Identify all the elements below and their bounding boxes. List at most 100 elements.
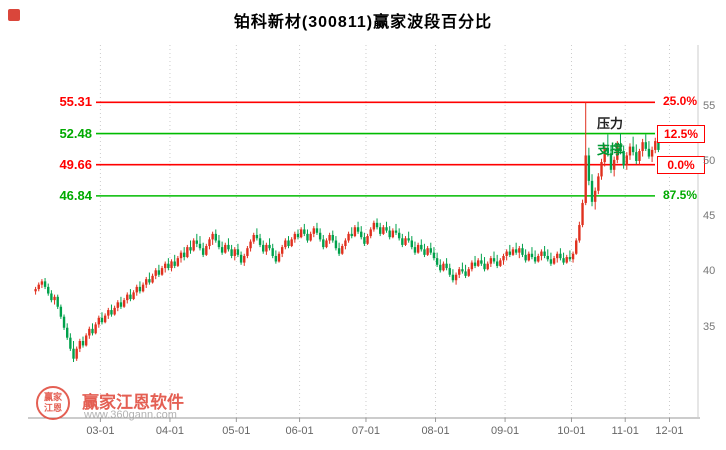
candle-body [540,251,543,256]
candle-body [356,227,360,232]
x-axis-month-label: 10-01 [557,425,586,437]
candle-body [262,244,265,252]
chart-title: 铂科新材(300811)赢家波段百分比 [233,14,493,31]
support-annotation: 支撑 [597,141,624,157]
candle-body [268,244,271,249]
candle-body [416,244,420,253]
candle-body [265,244,268,252]
candle-body [192,240,195,251]
x-axis-month-label: 12-01 [655,425,684,437]
candle-body [205,246,208,255]
candle-body [397,232,401,239]
candle-body [435,258,439,265]
candle-body [518,248,521,253]
candle-body [214,233,217,241]
candle-body [423,249,426,255]
candle-body [132,292,135,300]
candle-body [176,258,180,266]
candle-body [306,233,309,241]
candle-body [622,151,625,166]
candle-body [97,317,101,325]
candle-body [578,225,581,241]
candle-body [521,248,524,255]
candle-body [552,258,556,264]
candle-body [650,149,654,157]
candle-body [625,155,628,166]
x-axis-month-label: 07-01 [351,425,381,437]
candle-body [369,229,372,237]
candle-body [287,240,290,247]
candle-body [530,253,534,258]
candle-body [296,233,300,238]
candle-body [315,228,319,233]
candle-body [198,243,202,249]
candle-body [483,263,486,270]
candle-body [429,248,432,253]
candle-body [347,233,350,241]
candle-body [458,269,461,275]
candle-body [239,254,243,263]
candle-body [122,300,126,307]
candle-body [619,144,622,152]
candle-body [508,251,512,255]
candle-body [189,247,192,251]
level-percent-label: 12.5% [657,124,705,143]
candle-body [43,281,47,287]
candle-body [179,252,183,259]
watermark-brand: 赢家江恩软件 [82,393,184,412]
level-price-label: 46.84 [59,187,92,203]
candle-body [160,268,164,275]
candle-body [337,248,341,254]
candle-body [107,310,110,316]
candle-body [464,271,467,276]
candle-body [224,244,227,253]
candle-body [388,230,391,238]
candle-body [208,239,211,247]
candle-body [511,249,515,255]
candle-body [590,180,594,202]
candle-body [363,237,366,244]
candle-body [473,262,477,266]
candle-body [69,337,72,349]
candle-body [284,240,287,248]
candle-body [236,249,240,255]
candle-body [91,328,94,334]
candle-body [186,247,189,258]
candle-body [94,324,97,334]
x-axis-month-label: 05-01 [222,425,251,437]
candle-body [382,227,385,234]
candle-body [195,240,199,244]
x-axis-month-label: 03-01 [86,425,115,437]
candle-body [489,258,493,264]
y-axis-tick-label: 50 [703,154,716,167]
watermark-url: www.360gann.com [84,409,177,421]
candle-body [138,286,142,292]
candle-body [84,335,88,346]
candle-body [657,141,660,150]
candle-body [609,153,613,170]
candle-body [88,328,91,336]
app-logo-mark [8,9,20,21]
candle-body [145,279,148,285]
candle-body [151,275,154,283]
candle-body [470,262,474,270]
candle-body [113,307,116,315]
candle-body [486,263,489,270]
candle-body [413,247,417,253]
candle-body [334,240,338,249]
candle-body [277,253,281,262]
candle-body [81,341,85,346]
candle-body [157,270,161,275]
candle-body [454,274,458,281]
candle-body [66,327,69,338]
candle-body [103,315,107,323]
candle-body [227,244,230,250]
candle-body [631,146,635,153]
candle-body [116,302,119,308]
candle-body [328,234,331,241]
candle-body [375,222,379,228]
candle-body [638,151,641,161]
candle-body [600,162,603,177]
candle-body [385,227,388,231]
